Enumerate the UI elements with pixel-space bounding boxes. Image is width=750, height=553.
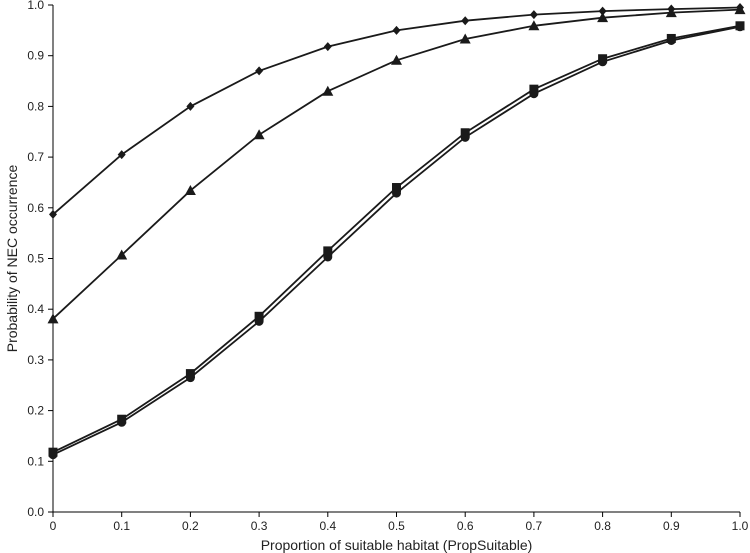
data-point-triangle	[184, 185, 196, 196]
x-axis-title: Proportion of suitable habitat (PropSuit…	[261, 537, 533, 553]
series-line	[52, 24, 741, 454]
data-point-diamond	[49, 209, 57, 219]
data-point-diamond	[529, 10, 538, 20]
x-tick-label: 0.6	[457, 519, 474, 533]
series-triangle	[47, 4, 746, 324]
y-tick-label: 0.0	[27, 505, 44, 519]
x-tick-label: 1.0	[732, 519, 749, 533]
x-tick-label: 0	[50, 519, 57, 533]
data-point-diamond	[461, 16, 470, 26]
axes	[48, 4, 741, 517]
data-point-triangle	[459, 33, 471, 44]
y-tick-label: 0.8	[27, 99, 44, 113]
data-point-triangle	[391, 54, 402, 65]
series-circle	[48, 22, 745, 460]
data-point-triangle	[322, 85, 334, 96]
x-tick-label: 0.8	[594, 519, 611, 533]
data-point-square	[460, 128, 470, 138]
data-point-circle	[460, 132, 470, 142]
data-point-diamond	[255, 66, 264, 76]
data-point-circle	[598, 57, 608, 67]
x-tick-label: 0.4	[319, 519, 336, 533]
data-point-square	[392, 183, 401, 193]
y-tick-label: 0.9	[27, 49, 44, 63]
data-point-diamond	[323, 42, 332, 52]
data-point-triangle	[253, 129, 265, 140]
data-point-diamond	[392, 25, 401, 35]
data-point-circle	[529, 89, 539, 99]
data-point-triangle	[528, 20, 540, 31]
y-axis-title: Probability of NEC occurrence	[4, 165, 20, 353]
x-tick-label: 0.1	[113, 519, 130, 533]
data-point-circle	[117, 417, 127, 427]
data-point-diamond	[186, 101, 195, 111]
data-point-square	[323, 246, 333, 256]
data-point-diamond	[117, 150, 126, 160]
tick-labels: 0 0.1 0.2 0.3 0.4 0.5 0.6 0.7 0.8 0.9 1.0 0.0 0.1 0.2…	[27, 0, 748, 533]
series-layer	[47, 3, 746, 460]
data-point-square	[254, 311, 264, 321]
data-point-circle	[185, 373, 195, 383]
y-tick-label: 1.0	[27, 0, 44, 12]
series-line	[52, 25, 741, 456]
data-point-triangle	[597, 12, 609, 23]
x-tick-label: 0.7	[526, 519, 543, 533]
y-tick-label: 0.5	[27, 252, 44, 266]
x-tick-label: 0.2	[182, 519, 199, 533]
data-point-circle	[323, 252, 333, 262]
y-tick-label: 0.2	[27, 404, 44, 418]
data-point-square	[529, 84, 539, 94]
y-tick-label: 0.4	[27, 302, 44, 316]
data-point-triangle	[47, 313, 59, 324]
data-point-circle	[666, 35, 676, 45]
y-tick-label: 0.3	[27, 353, 44, 367]
y-tick-label: 0.7	[27, 150, 44, 164]
data-point-circle	[392, 188, 401, 198]
data-point-circle	[254, 316, 264, 326]
y-tick-label: 0.6	[27, 201, 44, 215]
data-point-triangle	[665, 7, 677, 18]
data-point-circle	[735, 22, 745, 32]
x-tick-label: 0.9	[663, 519, 680, 533]
x-tick-label: 0.5	[388, 519, 405, 533]
x-tick-label: 0.3	[251, 519, 268, 533]
data-point-triangle	[116, 249, 128, 260]
data-point-circle	[48, 450, 58, 460]
series-square	[48, 21, 745, 457]
y-tick-label: 0.1	[27, 454, 44, 468]
data-point-triangle	[734, 4, 746, 15]
data-point-diamond	[598, 6, 607, 16]
